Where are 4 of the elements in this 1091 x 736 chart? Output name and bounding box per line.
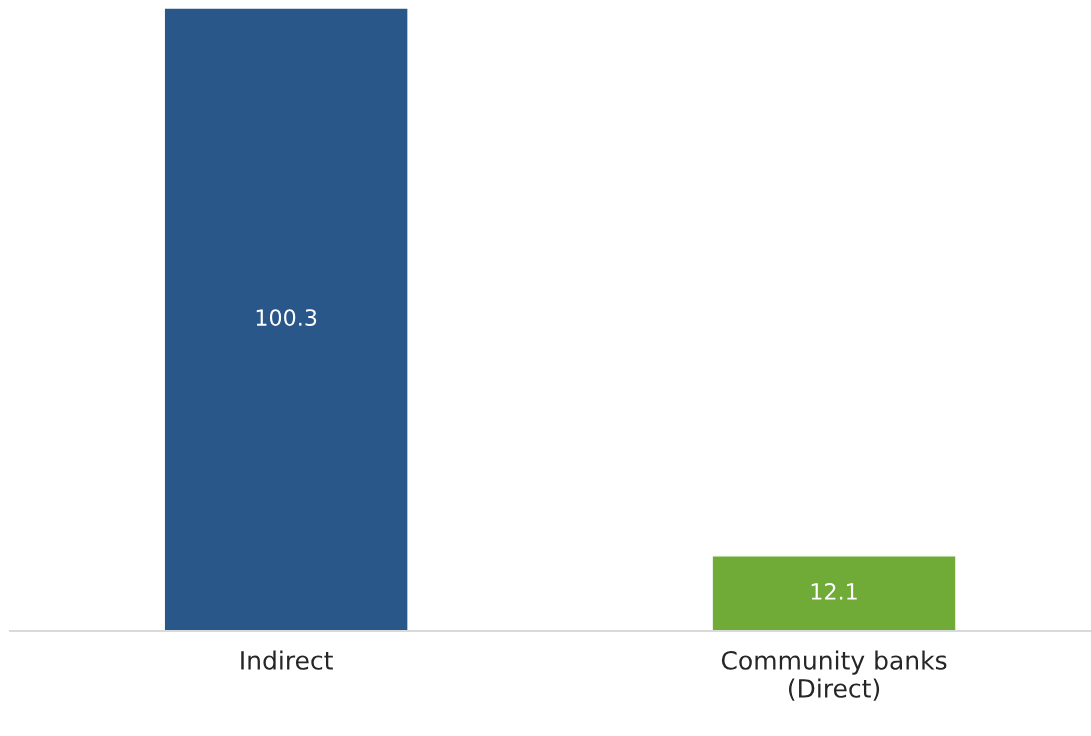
x-tick-label: Indirect bbox=[241, 650, 333, 670]
data-label: 100.3 bbox=[256, 309, 317, 326]
x-tick-label: Community banks (Direct) bbox=[721, 650, 947, 701]
data-label: 12.1 bbox=[811, 583, 857, 600]
